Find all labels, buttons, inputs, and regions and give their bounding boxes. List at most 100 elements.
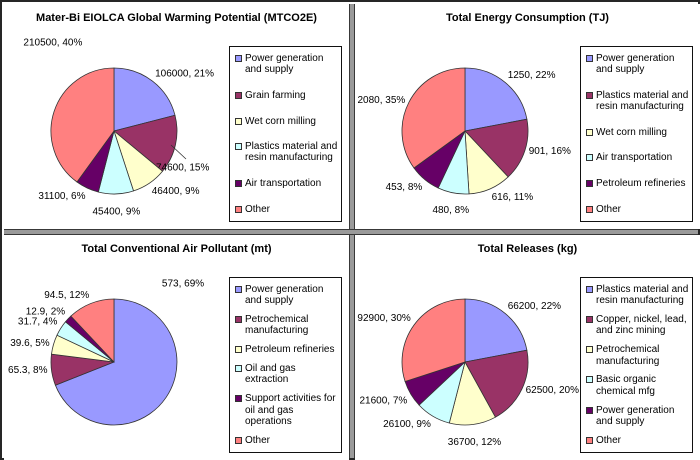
- legend-swatch: [235, 365, 242, 373]
- legend-label: Petrochemical manufacturing: [245, 314, 309, 337]
- legend-swatch: [235, 436, 242, 444]
- legend-item: Grain farming: [235, 90, 339, 101]
- slice-data-label: 901, 16%: [529, 146, 571, 157]
- slice-data-label: 31100, 6%: [38, 191, 85, 202]
- legend-item: Plastics material and resin manufacturin…: [586, 90, 690, 112]
- legend-label: Plastics material and resin manufacturin…: [245, 141, 338, 164]
- legend-swatch: [586, 205, 593, 213]
- legend-item: Other: [235, 204, 339, 215]
- legend-item: Support activities for oil and gas opera…: [235, 393, 339, 427]
- slice-data-label: 573, 69%: [162, 279, 204, 290]
- chart-panel-global-warming-potential: Mater-Bi EIOLCA Global Warming Potential…: [4, 4, 349, 229]
- legend-item: Oil and gas extraction: [235, 363, 339, 385]
- slice-data-label: 2080, 35%: [357, 95, 405, 106]
- pie-slice: [113, 67, 176, 132]
- legend-swatch: [235, 346, 242, 354]
- pie-slice: [50, 67, 115, 183]
- legend-item: Petrochemical manufacturing: [235, 314, 339, 336]
- pie-chart-energy-consumption: 1250, 22% 901, 16% 616, 11% 480, 8% 453, 8% 2…: [357, 67, 571, 216]
- pie-slice: [401, 298, 466, 383]
- pie-chart-global-warming: 106000, 21% 74600, 15% 46400, 9% 45400, 9% 3…: [23, 37, 214, 218]
- legend-swatch: [235, 143, 242, 151]
- legend-swatch: [586, 180, 593, 188]
- legend-label: Grain farming: [245, 89, 306, 101]
- pie-slice: [464, 349, 529, 418]
- chart-legend: Plastics material and resin manufacturin…: [580, 277, 693, 453]
- legend-label: Wet corn milling: [245, 115, 316, 127]
- pie-slice: [464, 67, 528, 132]
- slice-data-label: 65.3, 8%: [8, 365, 48, 376]
- legend-swatch: [235, 395, 242, 403]
- legend-label: Other: [596, 434, 622, 446]
- legend-label: Power generation and supply: [596, 404, 675, 427]
- legend-label: Plastics material and resin manufacturin…: [596, 89, 689, 113]
- legend-item: Petrochemical manufacturing: [586, 344, 690, 367]
- pie-slice: [464, 298, 528, 363]
- chart-title: Total Releases (kg): [477, 243, 578, 255]
- legend-swatch: [586, 91, 593, 99]
- legend-item: Wet corn milling: [235, 116, 339, 127]
- slice-data-label: 31.7, 4%: [18, 317, 58, 328]
- legend-swatch: [235, 205, 242, 213]
- legend-swatch: [235, 180, 242, 188]
- legend-swatch: [586, 346, 593, 354]
- pie-slice: [54, 298, 178, 426]
- slice-data-label: 74600, 15%: [156, 163, 209, 174]
- slice-data-label: 39.6, 5%: [10, 338, 50, 349]
- slice-data-label: 62500, 20%: [526, 385, 579, 396]
- legend-item: Copper, nickel, lead, and zinc mining: [586, 314, 690, 336]
- pie-chart-total-releases: 66200, 22% 62500, 20% 36700, 12% 26100, 9% 2…: [357, 298, 579, 448]
- legend-item: Other: [586, 435, 690, 446]
- legend-swatch: [586, 436, 593, 444]
- pie-chart-air-pollutant: 573, 69% 65.3, 8% 39.6, 5% 31.7, 4%12.9, 2%…: [8, 279, 204, 426]
- slice-data-label: 46400, 9%: [152, 186, 200, 197]
- legend-item: Plastics material and resin manufacturin…: [235, 141, 339, 163]
- legend-item: Air transportation: [586, 152, 690, 163]
- slice-data-label: 106000, 21%: [155, 69, 214, 80]
- legend-swatch: [235, 117, 242, 125]
- legend-item: Plastics material and resin manufacturin…: [586, 284, 690, 306]
- legend-label: Petroleum refineries: [245, 344, 335, 356]
- legend-item: Basic organic chemical mfg: [586, 374, 690, 397]
- legend-item: Petroleum refineries: [235, 344, 339, 355]
- legend-label: Support activities for oil and gas opera…: [245, 393, 336, 427]
- legend-item: Wet corn milling: [586, 127, 690, 138]
- chart-panel-total-releases: Total Releases (kg) 66200, 22% 62500, 20%…: [355, 235, 700, 460]
- slice-data-label: 66200, 22%: [508, 301, 561, 312]
- pie-slice: [464, 118, 529, 178]
- legend-label: Oil and gas extraction: [245, 363, 296, 386]
- legend-item: Power generation and supply: [235, 284, 339, 306]
- slice-data-label: 1250, 22%: [508, 70, 556, 81]
- legend-label: Other: [245, 203, 271, 215]
- legend-swatch: [586, 406, 593, 414]
- legend-item: Petroleum refineries: [586, 178, 690, 189]
- legend-label: Power generation and supply: [245, 53, 324, 76]
- slice-data-label: 12.9, 2%: [26, 307, 66, 318]
- legend-label: Other: [245, 434, 271, 446]
- slice-data-label: 616, 11%: [492, 192, 534, 203]
- chart-title: Total Conventional Air Pollutant (mt): [81, 243, 272, 255]
- chart-title: Mater-Bi EIOLCA Global Warming Potential…: [36, 12, 317, 24]
- legend-label: Basic organic chemical mfg: [596, 374, 657, 397]
- slice-data-label: 45400, 9%: [92, 207, 140, 218]
- legend-label: Air transportation: [245, 178, 322, 190]
- slice-data-label: 94.5, 12%: [44, 290, 89, 301]
- legend-label: Power generation and supply: [245, 284, 324, 307]
- legend-label: Other: [596, 203, 622, 215]
- legend-swatch: [586, 154, 593, 162]
- legend-swatch: [235, 316, 242, 324]
- chart-legend: Power generation and supply Grain farming…: [229, 46, 342, 222]
- slice-data-label: 480, 8%: [432, 205, 469, 216]
- legend-item: Other: [586, 204, 690, 215]
- chart-legend: Power generation and supply Plastics mate…: [580, 46, 693, 222]
- panel-divider-horizontal: [4, 229, 698, 235]
- legend-swatch: [586, 55, 593, 62]
- legend-swatch: [586, 316, 593, 324]
- legend-label: Petroleum refineries: [596, 178, 686, 190]
- slice-data-label: 26100, 9%: [383, 419, 431, 430]
- legend-item: Power generation and supply: [586, 53, 690, 75]
- legend-swatch: [586, 128, 593, 136]
- legend-label: Wet corn milling: [596, 126, 667, 138]
- slice-data-label: 36700, 12%: [448, 437, 501, 448]
